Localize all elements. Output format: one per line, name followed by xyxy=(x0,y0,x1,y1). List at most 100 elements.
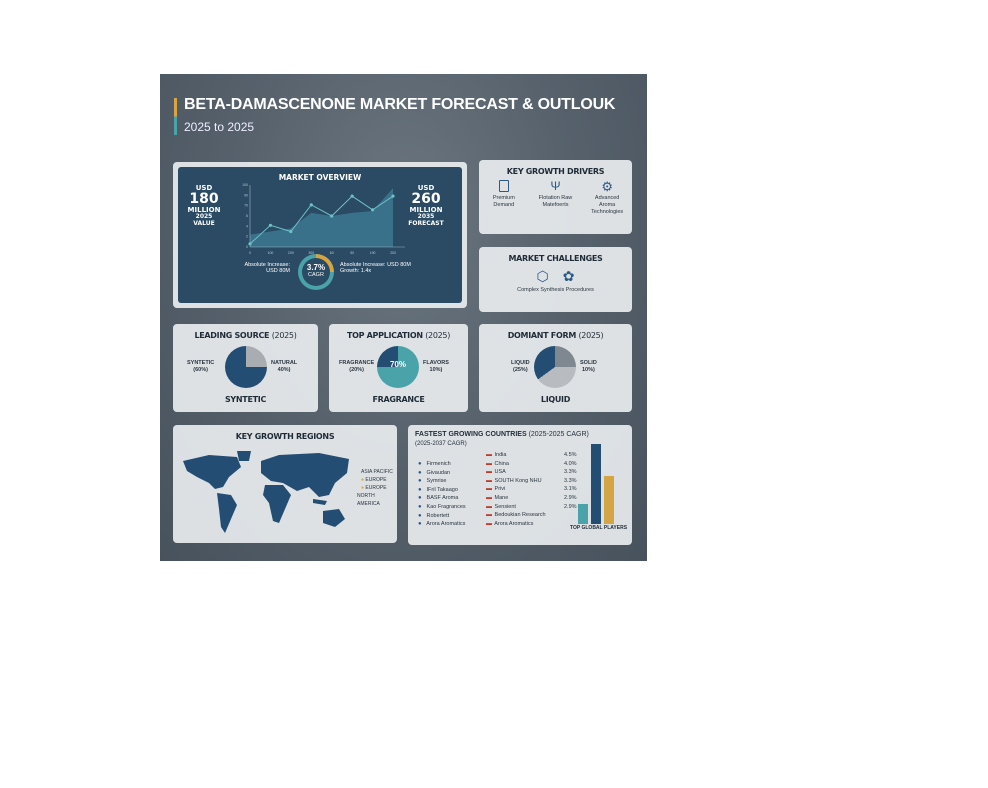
pie-left-label: SYNTETIC (60%) xyxy=(187,360,215,374)
area-series xyxy=(250,188,393,247)
flag-icon: ▬ xyxy=(486,469,492,476)
x-tick-label: 200 xyxy=(288,251,294,255)
country-cagr: 3.3% xyxy=(564,477,577,484)
data-point xyxy=(309,203,313,207)
y-tick-label: 2 xyxy=(246,235,248,239)
data-point xyxy=(350,194,354,198)
company-logo-icon: ● xyxy=(418,461,422,467)
player-bar xyxy=(591,444,601,524)
y-tick-label: 70 xyxy=(244,204,248,208)
x-tick-label: 50 xyxy=(350,251,354,255)
country-item: ▬ USA 3.3% xyxy=(486,469,577,476)
gear-icon: ⚙ xyxy=(601,179,613,194)
data-point xyxy=(268,223,273,227)
player-bar xyxy=(578,504,588,524)
overview-title: MARKET OVERVIEW xyxy=(278,173,362,182)
flag-icon: ▬ xyxy=(486,512,492,519)
page-title: BETA-DAMASCENONE MARKET FORECAST & OUTLO… xyxy=(184,96,616,113)
countries-subtitle: (2025-2037 CAGR) xyxy=(415,441,467,447)
y-tick-label: 90 xyxy=(244,193,248,197)
rock-icon: ⬡ xyxy=(536,268,549,284)
pie-caption: FRAGRANCE xyxy=(372,395,425,404)
x-tick-label: 200 xyxy=(390,251,396,255)
y-tick-label: 6 xyxy=(246,214,248,218)
country-cagr: 4.0% xyxy=(564,460,577,467)
player-bar xyxy=(604,476,614,524)
pie-title: DOMIANT FORM (2025) xyxy=(507,331,604,340)
company-logo-icon: ● xyxy=(418,486,422,493)
company-logo-icon: ● xyxy=(418,504,422,510)
flag-icon: ▬ xyxy=(486,477,492,484)
country-item: ▬ Bedoukian Research xyxy=(486,512,546,519)
company-logo-icon: ● xyxy=(418,495,422,502)
flag-icon: ▬ xyxy=(486,486,492,493)
company-logo-icon: ● xyxy=(418,521,422,528)
x-tick-label: 0 xyxy=(249,251,251,255)
market-line-chart: 0 100 200 300 60 50 190 200 0 2 4 6 70 90 100 xyxy=(242,183,405,255)
form-pie xyxy=(534,346,576,388)
perfume-bottle-icon xyxy=(498,180,509,192)
data-point xyxy=(370,208,375,212)
absolute-increase-left: Absolute Increase: USD 80M xyxy=(244,262,290,274)
pie-title: TOP APPLICATION (2025) xyxy=(346,331,451,340)
player-item: ● IFril Takaago xyxy=(418,486,458,493)
country-item: ▬ Mane 2.9% xyxy=(486,495,577,501)
drivers-title: KEY GROWTH DRIVERS xyxy=(506,167,605,176)
x-tick-label: 300 xyxy=(308,251,314,255)
growth-drivers-card: KEY GROWTH DRIVERS Premium Demand Ψ Flota… xyxy=(479,160,632,234)
growth-regions-card: KEY GROWTH REGIONS ASIA PACIFIC ● EUROPE… xyxy=(173,425,397,543)
company-logo-icon: ● xyxy=(418,478,422,485)
challenge-label: Complex Synthesis Procedures xyxy=(517,287,594,293)
flag-icon: ▬ xyxy=(486,452,492,458)
top-application-card: TOP APPLICATION (2025) 70% FRAGRANCE (20… xyxy=(329,324,468,412)
world-map xyxy=(183,451,349,533)
data-point xyxy=(289,229,293,234)
fork-spoon-icon: Ψ xyxy=(550,179,561,193)
flag-icon: ▬ xyxy=(486,520,492,527)
x-tick-label: 60 xyxy=(330,251,334,255)
regions-legend: ASIA PACIFIC ● EUROPE ● EUROPE NORTH AME… xyxy=(357,469,393,507)
rose-icon: ✿ xyxy=(562,268,575,284)
country-item: ▬ Sensient 2.9% xyxy=(486,503,577,510)
player-item: ● Firmenich xyxy=(418,461,451,467)
country-item: ▬ India 4.5% xyxy=(486,452,577,458)
player-item: ● BASF Aroma xyxy=(418,495,459,502)
company-logo-icon: ● xyxy=(418,469,422,476)
x-tick-label: 190 xyxy=(370,251,376,255)
country-item: ▬ Arora Aromatics xyxy=(486,520,534,527)
pie-caption: SYNTETIC xyxy=(224,395,267,404)
y-tick-label: 4 xyxy=(246,224,248,228)
company-logo-icon: ● xyxy=(418,512,422,519)
bars-caption: TOP GLOBAL PLAYERS xyxy=(570,525,628,531)
regions-title: KEY GROWTH REGIONS xyxy=(235,432,335,441)
country-cagr: 2.9% xyxy=(564,495,577,501)
dominant-form-card: DOMIANT FORM (2025) LIQUID (25%) SOLID 1… xyxy=(479,324,632,412)
country-item: ▬ Privi 3.1% xyxy=(486,486,577,493)
flag-icon: ▬ xyxy=(486,460,492,467)
pie-title: LEADING SOURCE (2025) xyxy=(194,331,297,340)
application-pie: 70% xyxy=(377,346,419,388)
market-overview-card: MARKET OVERVIEW USD 180 MILLION 2025 VAL… xyxy=(173,162,467,308)
player-item: ● Robertett xyxy=(418,512,450,519)
forecast-value: USD 260 MILLION 2035 FORECAST xyxy=(408,184,444,227)
country-item: ▬ SOUTH Kong NHU 3.3% xyxy=(486,477,577,484)
flag-icon: ▬ xyxy=(486,495,492,501)
data-point xyxy=(391,194,395,198)
country-cagr: 3.3% xyxy=(564,469,577,476)
market-challenges-card: MARKET CHALLENGES ⬡ ✿ Complex Synthesis P… xyxy=(479,247,632,312)
pie-caption: LIQUID xyxy=(540,395,571,404)
pie-right-label: SOLID 10%) xyxy=(580,360,597,374)
leading-source-card: LEADING SOURCE (2025) SYNTETIC (60%) NAT… xyxy=(173,324,318,412)
y-tick-label: 0 xyxy=(246,245,248,249)
player-item: ● Kao Fragrances xyxy=(418,504,466,510)
player-item: ● Givaudan xyxy=(418,469,451,476)
title-accent-bar xyxy=(174,98,177,135)
infographic: BETA-DAMASCENONE MARKET FORECAST & OUTLO… xyxy=(160,74,647,561)
driver-premium-demand: Premium Demand xyxy=(484,180,524,216)
source-pie xyxy=(225,346,267,388)
player-item: ● Symrise xyxy=(418,478,447,485)
player-item: ● Arora Aromatics xyxy=(418,521,466,528)
countries-title: FASTEST GROWING COUNTRIES (2025-2025 CAG… xyxy=(415,431,589,438)
driver-aroma-tech: ⚙ Advanced Aroma Technologies xyxy=(587,180,627,216)
cagr-ring: 3.7% CAGR xyxy=(298,254,334,290)
